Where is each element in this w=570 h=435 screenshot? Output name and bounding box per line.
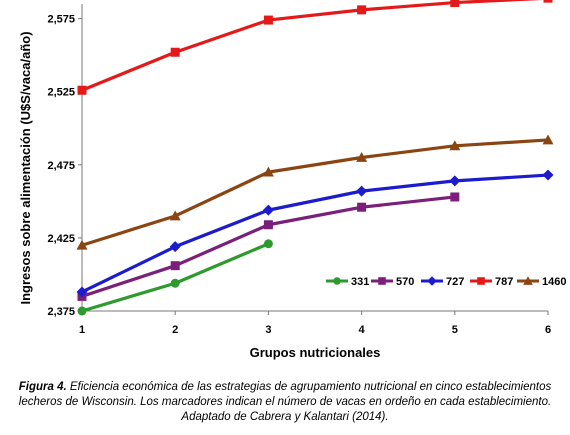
y-tick-label: 2,375	[47, 306, 75, 318]
x-tick-label: 2	[172, 324, 178, 336]
data-point	[170, 47, 180, 57]
x-tick-label: 1	[79, 324, 85, 336]
legend-label: 727	[446, 276, 464, 288]
chart-axes	[78, 4, 549, 315]
caption-text: Eficiencia económica de las estrategias …	[18, 381, 552, 423]
series-line	[81, 0, 543, 92]
legend-item: 331	[326, 276, 369, 288]
chart-legend: 331 570 727 787 1460	[326, 276, 566, 288]
legend-label: 570	[396, 276, 414, 288]
data-point	[170, 261, 180, 271]
x-tick-label: 3	[265, 324, 271, 336]
data-point	[356, 185, 368, 197]
legend-label: 1460	[542, 276, 566, 288]
y-tick-label: 2,475	[47, 160, 75, 172]
data-point	[263, 239, 273, 249]
data-point	[357, 202, 367, 212]
data-point	[263, 15, 273, 25]
legend-item: 1460	[517, 276, 566, 288]
data-point	[356, 152, 368, 162]
data-point	[357, 5, 367, 15]
figure-caption: Figura 4. Eficiencia económica de las es…	[14, 380, 556, 425]
data-point	[169, 241, 181, 253]
data-point	[523, 276, 533, 285]
data-point	[262, 204, 274, 216]
legend-item: 727	[421, 276, 464, 288]
data-point	[76, 286, 88, 298]
x-tick-label: 5	[452, 324, 458, 336]
series-line	[81, 138, 549, 247]
series-787	[77, 0, 553, 95]
caption-label: Figura 4.	[18, 381, 67, 393]
x-tick-labels: 1 2 3 4 5 6	[79, 324, 551, 336]
series-1460	[76, 134, 554, 250]
legend-label: 331	[351, 276, 369, 288]
legend-item: 570	[371, 276, 414, 288]
data-point	[542, 169, 554, 181]
data-point	[449, 175, 461, 187]
data-point	[262, 166, 274, 177]
data-point	[543, 0, 553, 3]
line-chart: 2,375 2,425 2,475 2,525 2,575 1 2 3 4 5 6 331 570 7…	[18, 0, 566, 360]
data-point	[170, 278, 180, 288]
x-tick-label: 6	[545, 324, 551, 336]
legend-item: 787	[470, 276, 513, 288]
y-tick-label: 2,575	[47, 14, 75, 26]
data-point	[378, 277, 386, 285]
series-line	[81, 173, 549, 294]
data-point	[450, 192, 460, 202]
x-axis-title: Grupos nutricionales	[250, 345, 381, 360]
data-point	[77, 85, 87, 95]
data-point	[542, 134, 554, 145]
chart-series	[76, 0, 554, 316]
data-point	[449, 140, 461, 151]
series-727	[76, 169, 554, 298]
data-point	[76, 239, 88, 250]
x-tick-label: 4	[359, 324, 366, 336]
data-point	[477, 277, 485, 285]
data-point	[450, 0, 460, 8]
data-point	[77, 306, 87, 316]
series-331	[77, 239, 273, 316]
data-point	[427, 276, 437, 286]
data-point	[169, 210, 181, 221]
legend-label: 787	[495, 276, 513, 288]
y-tick-labels: 2,375 2,425 2,475 2,525 2,575	[47, 14, 75, 318]
y-tick-label: 2,425	[47, 233, 75, 245]
data-point	[333, 277, 341, 285]
y-tick-label: 2,525	[47, 87, 75, 99]
y-axis-title: Ingresos sobre alimentación (U$S/vaca/añ…	[18, 31, 33, 304]
data-point	[263, 220, 273, 230]
